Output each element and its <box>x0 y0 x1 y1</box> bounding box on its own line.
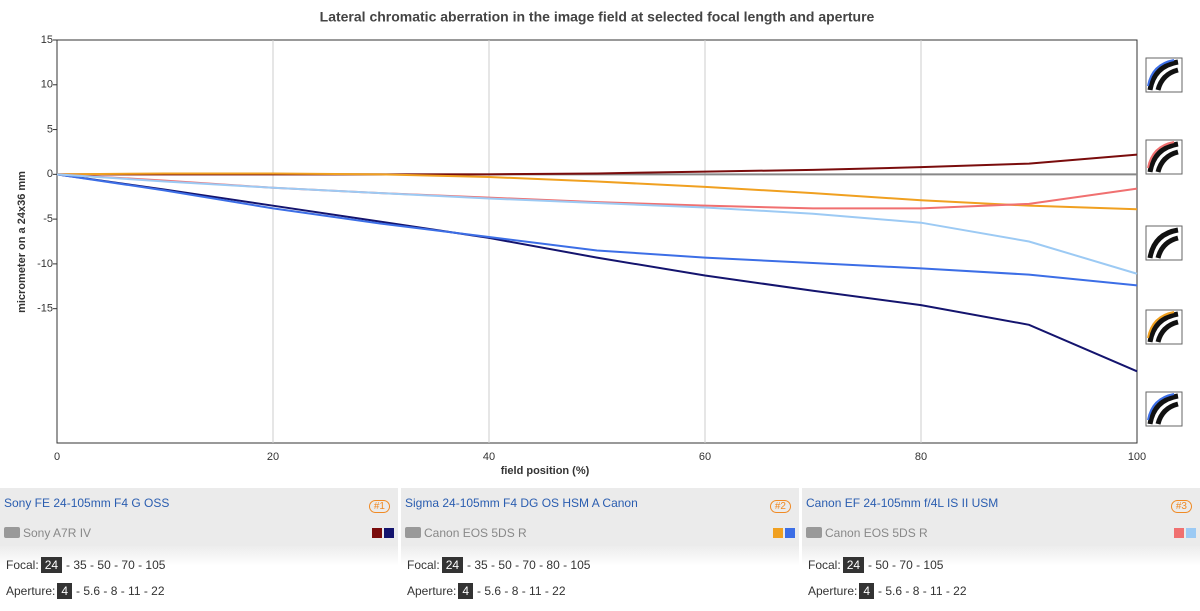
lens-badge: #1 <box>368 500 390 513</box>
y-axis-label: micrometer on a 24x36 mm <box>16 171 28 313</box>
series-swatch <box>1186 528 1196 538</box>
series-line <box>56 173 1138 287</box>
focal-selected[interactable]: 24 <box>842 557 865 573</box>
series-swatch <box>785 528 795 538</box>
lens-icons <box>1145 57 1183 427</box>
aperture-selected[interactable]: 4 <box>458 583 474 599</box>
lens-header: Canon EF 24-105mm f/4L IS II USM #3 Canon … <box>802 488 1200 546</box>
focal-options: - 35 - 50 - 70 - 105 <box>66 558 166 572</box>
y-tick-label: 15 <box>41 34 53 46</box>
lens-header: Sony FE 24-105mm F4 G OSS #1 Sony A7R IV <box>0 488 398 546</box>
camera-name: Canon EOS 5DS R <box>806 526 928 540</box>
focal-row: Focal: 24- 50 - 70 - 105 <box>808 557 944 573</box>
series-swatch <box>773 528 783 538</box>
focal-selected[interactable]: 24 <box>441 557 464 573</box>
x-tick-label: 20 <box>267 451 279 463</box>
x-tick-label: 100 <box>1128 451 1146 463</box>
aperture-options: - 5.6 - 8 - 11 - 22 <box>76 584 165 598</box>
focal-selected[interactable]: 24 <box>40 557 63 573</box>
lens-settings: Focal: 24- 35 - 50 - 70 - 80 - 105 Apertur… <box>401 546 799 611</box>
lens-name[interactable]: Sony FE 24-105mm F4 G OSS <box>4 496 170 510</box>
aperture-label: Aperture: <box>808 584 858 598</box>
series-swatch <box>372 528 382 538</box>
chart: Lateral chromatic aberration in the imag… <box>16 9 1183 477</box>
x-tick-label: 60 <box>699 451 711 463</box>
aperture-selected[interactable]: 4 <box>57 583 73 599</box>
aperture-options: - 5.6 - 8 - 11 - 22 <box>878 584 967 598</box>
chart-title: Lateral chromatic aberration in the imag… <box>320 9 875 25</box>
aperture-selected[interactable]: 4 <box>859 583 875 599</box>
aperture-row: Aperture: 4- 5.6 - 8 - 11 - 22 <box>808 583 967 599</box>
aperture-row: Aperture: 4- 5.6 - 8 - 11 - 22 <box>6 583 165 599</box>
lens-settings: Focal: 24- 35 - 50 - 70 - 105 Aperture: 4- … <box>0 546 398 611</box>
y-tick-label: 10 <box>41 79 53 91</box>
aperture-label: Aperture: <box>6 584 56 598</box>
series-swatch <box>1174 528 1184 538</box>
y-tick-label: -5 <box>43 213 53 225</box>
focal-options: - 50 - 70 - 105 <box>868 558 944 572</box>
lens-badge: #3 <box>1170 500 1192 513</box>
y-tick-label: -10 <box>37 258 53 270</box>
camera-name: Sony A7R IV <box>4 526 91 540</box>
focal-label: Focal: <box>407 558 440 572</box>
x-axis-label: field position (%) <box>501 465 590 477</box>
y-tick-label: -15 <box>37 303 53 315</box>
x-tick-label: 40 <box>483 451 495 463</box>
plot-frame <box>56 39 1138 444</box>
aperture-options: - 5.6 - 8 - 11 - 22 <box>477 584 566 598</box>
focal-options: - 35 - 50 - 70 - 80 - 105 <box>467 558 591 572</box>
camera-name: Canon EOS 5DS R <box>405 526 527 540</box>
series-line <box>56 172 1138 211</box>
x-tick-label: 80 <box>915 451 927 463</box>
y-tick-label: 5 <box>47 123 53 135</box>
focal-label: Focal: <box>6 558 39 572</box>
lens-badge: #2 <box>769 500 791 513</box>
lens-settings: Focal: 24- 50 - 70 - 105 Aperture: 4- 5.6 -… <box>802 546 1200 611</box>
aperture-row: Aperture: 4- 5.6 - 8 - 11 - 22 <box>407 583 566 599</box>
series-swatch <box>384 528 394 538</box>
focal-row: Focal: 24- 35 - 50 - 70 - 80 - 105 <box>407 557 591 573</box>
series-line <box>56 173 1138 373</box>
y-tick-label: 0 <box>47 168 53 180</box>
focal-label: Focal: <box>808 558 841 572</box>
lens-name[interactable]: Canon EF 24-105mm f/4L IS II USM <box>806 496 999 510</box>
focal-row: Focal: 24- 35 - 50 - 70 - 105 <box>6 557 166 573</box>
x-tick-label: 0 <box>54 451 60 463</box>
series-line <box>56 173 1138 275</box>
series-line <box>57 153 1138 176</box>
lens-name[interactable]: Sigma 24-105mm F4 DG OS HSM A Canon <box>405 496 638 510</box>
lens-header: Sigma 24-105mm F4 DG OS HSM A Canon #2 Can… <box>401 488 799 546</box>
aperture-label: Aperture: <box>407 584 457 598</box>
